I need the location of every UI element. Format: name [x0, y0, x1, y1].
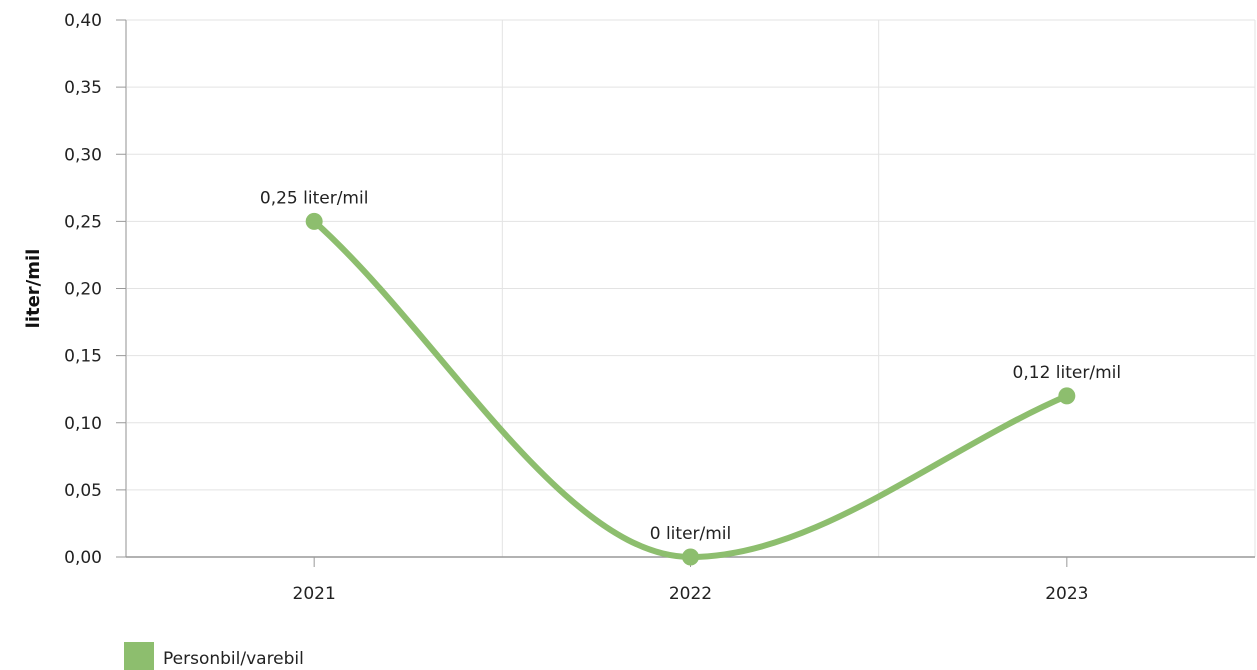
legend-label[interactable]: Personbil/varebil — [163, 649, 304, 669]
x-tick-label: 2022 — [669, 584, 712, 604]
x-tick-label: 2023 — [1045, 584, 1088, 604]
y-tick-label: 0,20 — [64, 280, 102, 300]
x-tick-label: 2021 — [293, 584, 336, 604]
y-tick-label: 0,05 — [64, 481, 102, 501]
y-tick-labels: 0,00 0,05 0,10 0,15 0,20 0,25 0,30 0,35 0,40 — [64, 11, 126, 568]
y-tick-label: 0,10 — [64, 414, 102, 434]
x-tick-labels: 2021 2022 2023 — [293, 557, 1088, 604]
legend[interactable]: Personbil/varebil — [124, 642, 304, 670]
data-point[interactable] — [1058, 387, 1076, 405]
grid-lines — [126, 19, 1256, 557]
data-point[interactable] — [305, 212, 323, 230]
y-tick-label: 0,15 — [64, 347, 102, 367]
y-tick-label: 0,35 — [64, 78, 102, 98]
data-label: 0 liter/mil — [650, 524, 732, 544]
y-tick-label: 0,30 — [64, 145, 102, 165]
y-tick-label: 0,00 — [64, 548, 102, 568]
legend-swatch[interactable] — [124, 642, 154, 670]
y-axis-label: liter/mil — [23, 249, 44, 329]
series-line — [311, 218, 1070, 561]
y-tick-label: 0,40 — [64, 11, 102, 31]
data-point[interactable] — [682, 548, 699, 566]
y-tick-label: 0,25 — [64, 212, 102, 232]
data-label: 0,12 liter/mil — [1013, 363, 1122, 383]
data-label: 0,25 liter/mil — [260, 188, 369, 208]
series-layer: 0,25 liter/mil 0 liter/mil 0,12 liter/mil — [260, 188, 1122, 566]
